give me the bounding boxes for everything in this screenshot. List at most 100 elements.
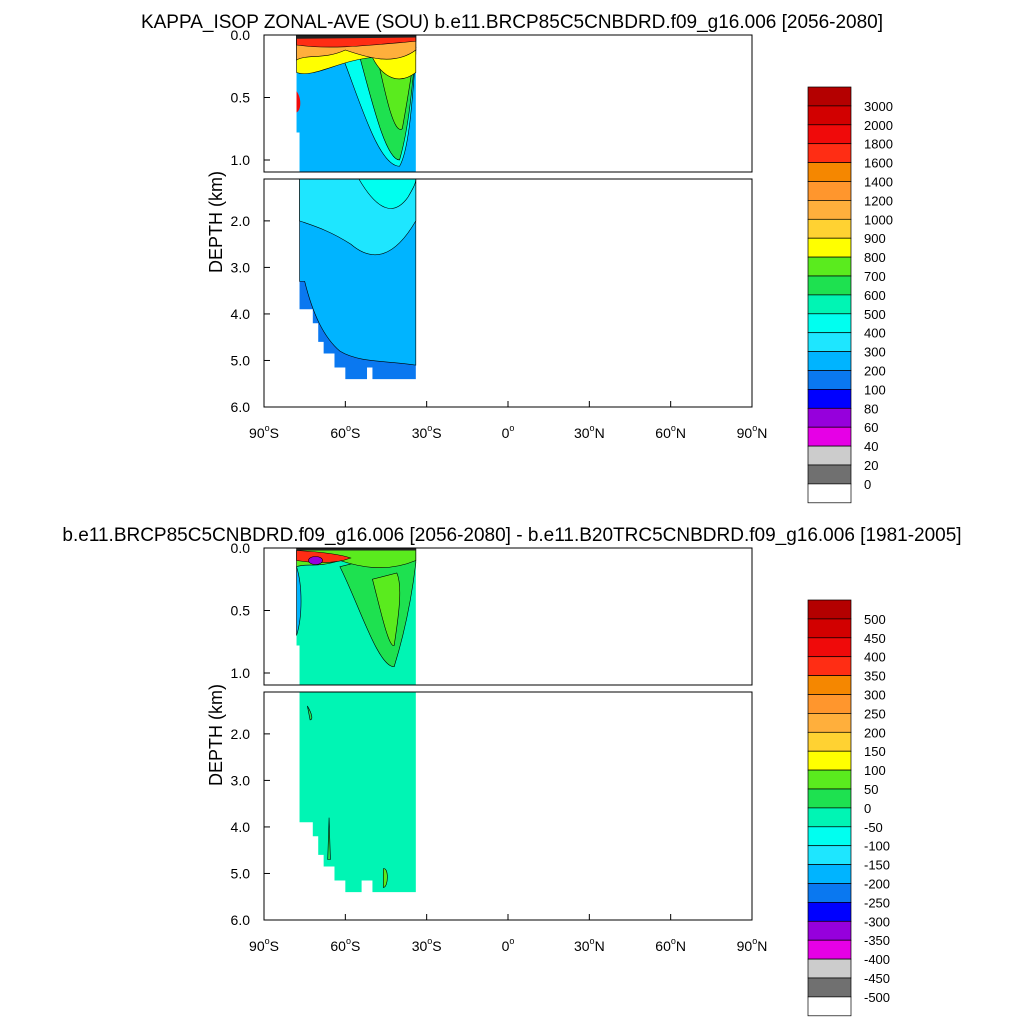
colorbar-swatch bbox=[807, 370, 852, 390]
x-tick-label: 30oS bbox=[412, 423, 442, 441]
x-tick-label: 30oN bbox=[574, 423, 605, 441]
colorbar-swatch bbox=[807, 464, 852, 485]
colorbar-label: 300 bbox=[864, 345, 886, 360]
colorbar-label: -100 bbox=[864, 839, 890, 854]
x-tick-label: 60oS bbox=[330, 936, 360, 954]
upper-plot-frame bbox=[263, 34, 753, 173]
colorbar-label: 450 bbox=[864, 631, 886, 646]
y-tick-label: 2.0 bbox=[231, 726, 251, 742]
colorbar-swatch bbox=[807, 731, 852, 752]
colorbar-label: 900 bbox=[864, 231, 886, 246]
y-axis-label: DEPTH (km) bbox=[206, 171, 226, 273]
colorbar-label: 0 bbox=[864, 801, 871, 816]
colorbar-swatch bbox=[807, 826, 852, 847]
colorbar-label: -450 bbox=[864, 971, 890, 986]
plot-field bbox=[296, 547, 417, 893]
colorbar-label: 0 bbox=[864, 477, 871, 492]
field-region bbox=[296, 566, 302, 636]
y-tick-label: 2.0 bbox=[231, 213, 251, 229]
colorbar-label: 500 bbox=[864, 307, 886, 322]
colorbar-swatch bbox=[807, 105, 852, 126]
x-tick-label: 90oN bbox=[737, 936, 768, 954]
colorbar-label: -250 bbox=[864, 895, 890, 910]
colorbar-swatch bbox=[807, 807, 852, 828]
plot-field bbox=[296, 34, 417, 380]
field-region bbox=[372, 572, 401, 646]
colorbar-swatch bbox=[807, 162, 852, 182]
x-tick-label: 60oN bbox=[655, 936, 686, 954]
colorbar: 3000200018001600140012001000900800700600… bbox=[807, 86, 893, 504]
colorbar-swatch bbox=[807, 294, 852, 315]
colorbar-swatch bbox=[807, 845, 852, 865]
y-tick-label: 5.0 bbox=[231, 352, 251, 368]
colorbar-label: -200 bbox=[864, 877, 890, 892]
colorbar-label: 500 bbox=[864, 612, 886, 627]
chart-title: b.e11.BRCP85C5CNBDRD.f09_g16.006 [2056-2… bbox=[62, 525, 961, 546]
colorbar-swatch bbox=[807, 445, 852, 466]
colorbar-label: 250 bbox=[864, 706, 886, 721]
x-tick-label: 90oN bbox=[737, 423, 768, 441]
colorbar: 500450400350300250200150100500-50-100-15… bbox=[807, 599, 890, 1017]
y-axis-label: DEPTH (km) bbox=[206, 684, 226, 786]
colorbar-swatch bbox=[807, 864, 852, 884]
y-tick-label: 4.0 bbox=[231, 306, 251, 322]
colorbar-swatch bbox=[807, 694, 852, 714]
colorbar-swatch bbox=[807, 599, 852, 620]
colorbar-swatch bbox=[807, 237, 852, 258]
colorbar-swatch bbox=[807, 939, 852, 960]
field-region bbox=[308, 556, 323, 565]
colorbar-label: 400 bbox=[864, 650, 886, 665]
colorbar-swatch bbox=[807, 218, 852, 239]
colorbar-swatch bbox=[807, 181, 852, 201]
field-region bbox=[307, 705, 313, 721]
field-region bbox=[296, 35, 416, 39]
colorbar-label: 600 bbox=[864, 288, 886, 303]
colorbar-swatch bbox=[807, 275, 852, 296]
y-tick-label: 0.5 bbox=[231, 603, 251, 619]
colorbar-label: -50 bbox=[864, 820, 883, 835]
colorbar-label: 40 bbox=[864, 439, 878, 454]
colorbar-swatch bbox=[807, 86, 852, 107]
y-tick-label: 1.0 bbox=[231, 152, 251, 168]
x-tick-label: 90oS bbox=[249, 423, 279, 441]
colorbar-swatch bbox=[807, 313, 852, 334]
colorbar-swatch bbox=[807, 958, 852, 979]
colorbar-swatch bbox=[807, 143, 852, 163]
y-tick-label: 0.5 bbox=[231, 90, 251, 106]
x-tick-label: 30oS bbox=[412, 936, 442, 954]
field-region bbox=[299, 692, 416, 893]
colorbar-swatch bbox=[807, 920, 852, 941]
colorbar-swatch bbox=[807, 332, 852, 352]
colorbar-label: -150 bbox=[864, 858, 890, 873]
colorbar-swatch bbox=[807, 788, 852, 809]
colorbar-label: 60 bbox=[864, 420, 878, 435]
colorbar-label: 1600 bbox=[864, 156, 893, 171]
panel-1: KAPPA_ISOP ZONAL-AVE (SOU) b.e11.BRCP85C… bbox=[141, 12, 893, 504]
colorbar-swatch bbox=[807, 200, 852, 220]
colorbar-label: -500 bbox=[864, 990, 890, 1005]
colorbar-label: -300 bbox=[864, 914, 890, 929]
field-region bbox=[296, 548, 416, 551]
colorbar-label: 400 bbox=[864, 326, 886, 341]
y-tick-label: 6.0 bbox=[231, 912, 251, 928]
colorbar-label: 100 bbox=[864, 382, 886, 397]
colorbar-swatch bbox=[807, 618, 852, 639]
colorbar-swatch bbox=[807, 977, 852, 998]
field-region bbox=[296, 91, 301, 113]
y-tick-label: 3.0 bbox=[231, 259, 251, 275]
colorbar-label: 80 bbox=[864, 401, 878, 416]
colorbar-label: -350 bbox=[864, 933, 890, 948]
colorbar-label: 1200 bbox=[864, 193, 893, 208]
colorbar-label: 200 bbox=[864, 364, 886, 379]
colorbar-label: 300 bbox=[864, 688, 886, 703]
colorbar-swatch bbox=[807, 637, 852, 658]
colorbar-label: 1000 bbox=[864, 212, 893, 227]
colorbar-swatch bbox=[807, 883, 852, 903]
colorbar-label: 350 bbox=[864, 669, 886, 684]
upper-plot-frame bbox=[263, 547, 753, 686]
y-tick-label: 1.0 bbox=[231, 665, 251, 681]
y-tick-label: 0.0 bbox=[231, 540, 251, 556]
colorbar-swatch bbox=[807, 769, 852, 790]
field-region bbox=[327, 817, 331, 860]
colorbar-swatch bbox=[807, 902, 852, 922]
